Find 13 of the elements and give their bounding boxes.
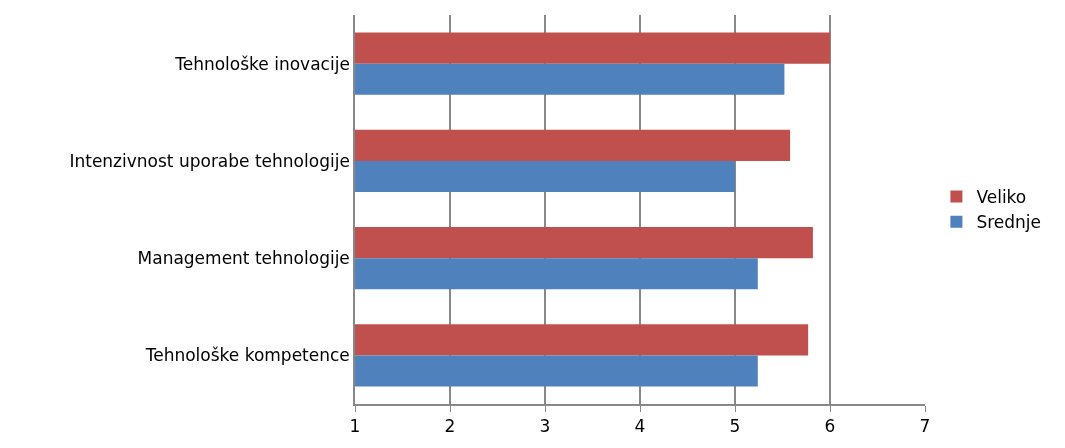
x-tick-label: 5 xyxy=(729,416,741,437)
y-tick-label: Management tehnologije xyxy=(137,248,350,269)
x-tick-label: 1 xyxy=(349,416,361,437)
y-tick-label: Tehnološke inovacije xyxy=(174,53,350,74)
x-tick-label: 3 xyxy=(539,416,551,437)
legend-label: Srednje xyxy=(976,212,1042,233)
x-tick-label: 6 xyxy=(824,416,836,437)
x-tick-label: 7 xyxy=(919,416,931,437)
x-tick-label: 4 xyxy=(634,416,646,437)
y-tick-label: Intenzivnost uporabe tehnologije xyxy=(69,150,350,171)
legend-label: Veliko xyxy=(976,187,1027,208)
y-tick-label: Tehnološke kompetence xyxy=(144,345,350,366)
x-tick-label: 2 xyxy=(444,416,456,437)
